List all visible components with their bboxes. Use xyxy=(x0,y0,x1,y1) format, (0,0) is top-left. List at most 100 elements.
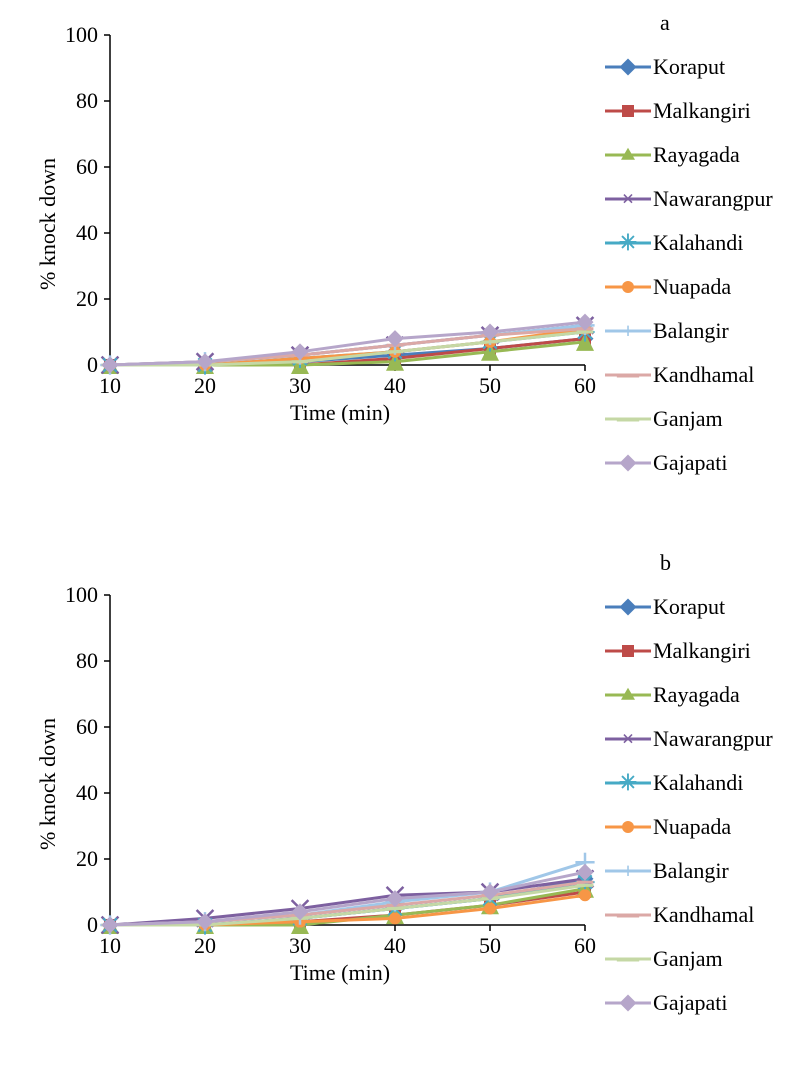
ytick-label: 0 xyxy=(87,912,98,937)
page: a 020406080100102030405060 % knock down … xyxy=(0,0,800,1077)
xtick-label: 10 xyxy=(99,933,121,958)
chart-b-ylabel: % knock down xyxy=(35,718,61,850)
ytick-label: 100 xyxy=(65,22,98,47)
legend-label: Nuapada xyxy=(653,814,731,840)
legend-label: Malkangiri xyxy=(653,638,751,664)
legend-label: Kalahandi xyxy=(653,770,743,796)
xtick-label: 50 xyxy=(479,373,501,398)
legend-label: Nuapada xyxy=(653,274,731,300)
legend-b: Koraput Malkangiri Rayagada × Nawarangpu… xyxy=(605,585,790,1025)
legend-item: × Nawarangpur xyxy=(605,717,790,761)
legend-swatch xyxy=(605,597,651,617)
legend-swatch xyxy=(605,817,651,837)
legend-label: Rayagada xyxy=(653,682,740,708)
legend-label: Kalahandi xyxy=(653,230,743,256)
legend-item: — Kandhamal xyxy=(605,353,790,397)
chart-a: 0 20 40 60 80 100 10 20 30 40 50 60 xyxy=(0,0,600,420)
chart-a-ylabel: % knock down xyxy=(35,158,61,290)
ytick-label: 60 xyxy=(76,714,98,739)
legend-item: — Ganjam xyxy=(605,397,790,441)
legend-label: Ganjam xyxy=(653,406,723,432)
ytick-label: 20 xyxy=(76,846,98,871)
legend-label: Nawarangpur xyxy=(653,186,773,212)
legend-item: Gajapati xyxy=(605,981,790,1025)
legend-label: Ganjam xyxy=(653,946,723,972)
legend-swatch: ✳ xyxy=(605,773,651,793)
legend-item: Rayagada xyxy=(605,673,790,717)
ytick-label: 0 xyxy=(87,352,98,377)
series-marker xyxy=(482,324,499,341)
legend-item: Koraput xyxy=(605,45,790,89)
legend-label: Kandhamal xyxy=(653,362,754,388)
legend-item: ✳ Kalahandi xyxy=(605,221,790,265)
xtick-label: 20 xyxy=(194,933,216,958)
legend-label: Koraput xyxy=(653,54,725,80)
series-marker xyxy=(484,903,496,915)
xtick-label: 20 xyxy=(194,373,216,398)
chart-a-xlabel: Time (min) xyxy=(290,400,390,426)
series-marker xyxy=(389,912,401,924)
legend-swatch xyxy=(605,101,651,121)
legend-label: Kandhamal xyxy=(653,902,754,928)
xtick-label: 40 xyxy=(384,933,406,958)
legend-label: Balangir xyxy=(653,318,729,344)
legend-swatch: × xyxy=(605,729,651,749)
legend-swatch: — xyxy=(605,905,651,925)
xtick-label: 30 xyxy=(289,373,311,398)
xtick-label: 50 xyxy=(479,933,501,958)
legend-swatch: ✳ xyxy=(605,233,651,253)
xtick-label: 30 xyxy=(289,933,311,958)
legend-swatch: — xyxy=(605,409,651,429)
panel-b: b 020406080100102030405060 % knock down … xyxy=(0,530,800,1070)
legend-label: Gajapati xyxy=(653,990,728,1016)
series-marker xyxy=(579,889,591,901)
ytick-label: 80 xyxy=(76,648,98,673)
legend-item: ✳ Kalahandi xyxy=(605,761,790,805)
xtick-label: 40 xyxy=(384,373,406,398)
legend-swatch: × xyxy=(605,189,651,209)
legend-swatch xyxy=(605,145,651,165)
legend-swatch xyxy=(605,993,651,1013)
legend-swatch xyxy=(605,453,651,473)
legend-item: Nuapada xyxy=(605,805,790,849)
legend-swatch xyxy=(605,641,651,661)
legend-label: Koraput xyxy=(653,594,725,620)
xtick-label: 60 xyxy=(574,933,596,958)
legend-item: Rayagada xyxy=(605,133,790,177)
legend-swatch: + xyxy=(605,321,651,341)
legend-item: Malkangiri xyxy=(605,89,790,133)
legend-swatch: — xyxy=(605,949,651,969)
chart-b-xlabel: Time (min) xyxy=(290,960,390,986)
xtick-label: 60 xyxy=(574,373,596,398)
legend-item: Malkangiri xyxy=(605,629,790,673)
legend-item: — Kandhamal xyxy=(605,893,790,937)
ytick-label: 80 xyxy=(76,88,98,113)
chart-b: 0 20 40 60 80 100 10 20 30 40 50 60 xyxy=(0,530,600,980)
legend-label: Rayagada xyxy=(653,142,740,168)
panel-b-label: b xyxy=(660,550,671,576)
legend-item: Nuapada xyxy=(605,265,790,309)
legend-swatch: — xyxy=(605,365,651,385)
xtick-label: 10 xyxy=(99,373,121,398)
legend-swatch xyxy=(605,277,651,297)
legend-label: Gajapati xyxy=(653,450,728,476)
ytick-label: 100 xyxy=(65,582,98,607)
panel-a-label: a xyxy=(660,10,670,36)
legend-item: + Balangir xyxy=(605,309,790,353)
ytick-label: 60 xyxy=(76,154,98,179)
legend-swatch: + xyxy=(605,861,651,881)
legend-item: + Balangir xyxy=(605,849,790,893)
ytick-label: 40 xyxy=(76,780,98,805)
legend-swatch xyxy=(605,57,651,77)
legend-item: Koraput xyxy=(605,585,790,629)
ytick-label: 40 xyxy=(76,220,98,245)
legend-item: — Ganjam xyxy=(605,937,790,981)
legend-label: Balangir xyxy=(653,858,729,884)
ytick-label: 20 xyxy=(76,286,98,311)
panel-a: a 020406080100102030405060 % knock down … xyxy=(0,0,800,520)
legend-label: Malkangiri xyxy=(653,98,751,124)
legend-swatch xyxy=(605,685,651,705)
legend-a: Koraput Malkangiri Rayagada × Nawarangpu… xyxy=(605,45,790,485)
legend-item: Gajapati xyxy=(605,441,790,485)
legend-item: × Nawarangpur xyxy=(605,177,790,221)
